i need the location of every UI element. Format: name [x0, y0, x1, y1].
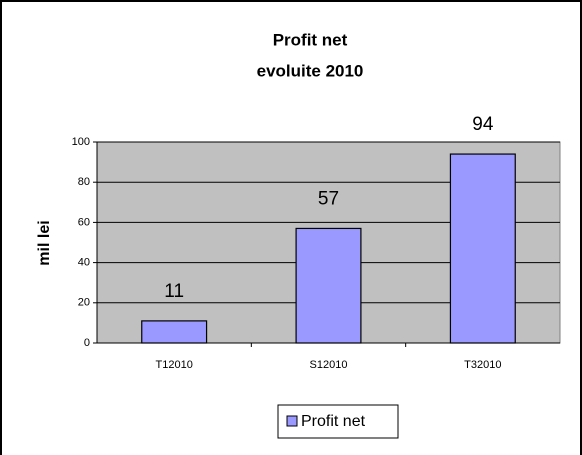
legend-label: Profit net [301, 413, 366, 430]
x-tick-label: T32010 [464, 359, 501, 371]
chart-title: Profit net [273, 30, 348, 49]
data-label: 94 [472, 114, 494, 135]
y-tick-label: 40 [78, 257, 90, 269]
legend-box [277, 404, 399, 439]
y-tick-label: 100 [72, 136, 90, 148]
y-tick-label: 60 [78, 216, 90, 228]
data-label: 11 [164, 281, 184, 302]
data-label: 57 [318, 188, 339, 209]
y-tick-label: 20 [78, 297, 90, 309]
chart-subtitle: evoluite 2010 [257, 61, 364, 80]
bar [449, 153, 516, 344]
x-tick-label: S12010 [310, 359, 348, 371]
y-axis-label: mil lei [36, 220, 53, 265]
bar [295, 227, 362, 344]
bar [141, 320, 208, 344]
x-tick-label: T12010 [156, 359, 193, 371]
legend-swatch [286, 415, 298, 427]
y-tick-label: 80 [78, 176, 90, 188]
y-tick-label: 0 [84, 337, 90, 349]
